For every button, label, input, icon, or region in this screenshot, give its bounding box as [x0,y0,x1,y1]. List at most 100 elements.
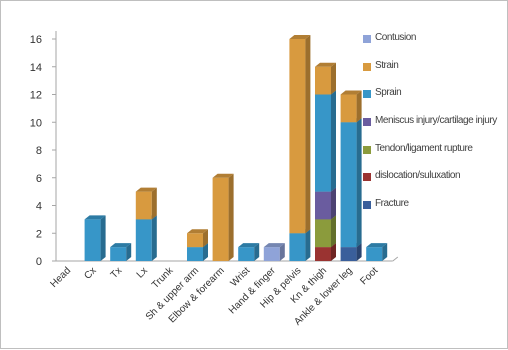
legend-swatch [363,62,371,71]
bar-segment-front [315,247,331,261]
y-tick-label: 4 [36,201,42,213]
bar-segment-side [331,90,336,192]
bar-segment-top [187,229,208,234]
legend-label: dislocation/suluxation [375,170,461,182]
bar-segment-side [126,243,132,261]
legend-swatch [363,35,371,43]
legend-item: dislocation/suluxation [363,169,508,197]
y-tick-label: 12 [30,90,42,102]
bar-segment [315,187,336,220]
bar-segment [289,35,311,234]
bar-segment [110,243,132,261]
bar-segment-front [315,191,331,220]
x-tick-label: Tx [109,265,125,281]
x-axis-depth-line [392,256,399,262]
bar-segment-top [238,243,260,248]
bar-segment-front [340,94,357,123]
y-tick-label: 0 [36,256,42,268]
y-tick-label: 16 [30,34,42,46]
legend-swatch [363,173,371,182]
bar-segment-front [187,233,203,248]
legend-item: Strain [363,59,508,87]
bar-segment-top [263,243,285,248]
bar-segment-side [356,90,362,123]
bar-segment-front [289,39,306,234]
bar-segment-side [305,229,311,261]
legend-swatch [363,118,371,127]
bar-segment-front [212,177,229,261]
bar-segment-side [100,215,106,261]
bar-segment-side [356,243,362,261]
bar-segment [366,243,388,261]
bar-segment-side [254,243,260,261]
y-tick-label: 10 [30,117,42,129]
bar-segment-side [279,243,285,261]
legend-label: Fracture [375,198,409,210]
legend-swatch [363,145,371,154]
bar-segment-side [203,229,208,248]
bar-segment [315,62,336,95]
bar-segment [340,118,362,248]
bar-segment-front [110,247,127,261]
legend-item: Fracture [363,197,508,225]
x-tick-label: Cx [82,265,98,281]
legend-swatch [363,201,371,210]
legend-label: Tendon/ligament rupture [375,142,473,154]
legend-swatch [363,90,371,99]
bar-segment-side [331,215,336,248]
bar-segment-front [187,247,203,261]
bar-segment [289,229,311,261]
bar-segment-front [315,66,331,95]
bar-segment-side [151,187,157,220]
bar-segment [135,187,157,220]
y-tick-label: 14 [30,62,42,74]
bar-segment-front [315,94,331,192]
legend-item: Tendon/ligament rupture [363,142,508,170]
bar-segment-top [110,243,132,248]
bar-segment [340,90,362,123]
bar-segment [212,173,234,261]
x-tick-label: Head [48,265,73,290]
bar-segment-top [289,35,311,39]
legend-item: Meniscus injury/cartilage injury [363,114,508,142]
bar-segment-side [228,173,234,261]
bar-segment-front [315,219,331,248]
bar-segment-side [305,35,311,234]
bar-segment-front [135,219,152,261]
y-tick-label: 6 [36,173,42,185]
legend-label: Sprain [375,87,402,99]
bar-segment-front [366,247,383,261]
bar-segment [187,229,208,248]
legend-item: Sprain [363,86,508,114]
x-tick-label: Foot [358,265,380,287]
bar-segment-top [315,62,336,67]
bar-segment-side [151,215,157,261]
y-tick-label: 2 [36,228,42,240]
bar-segment-side [331,62,336,95]
bar-segment-top [84,215,106,220]
bar-segment [238,243,260,261]
bar-segment-side [331,243,336,261]
legend-item: Contusion [363,31,508,59]
bar-segment-front [238,247,255,261]
chart-legend: Contusion Strain Sprain Meniscus injury/car… [363,31,508,225]
x-tick-label: Lx [135,265,150,280]
bar-segment-top [135,187,157,192]
bar-segment-front [289,233,306,261]
legend-label: Contusion [375,32,416,43]
y-tick-label: 8 [36,145,42,157]
bar-segment [84,215,106,261]
bar-segment-front [84,219,101,261]
bar-segment-side [356,118,362,248]
bar-segment-top [212,173,234,178]
legend-label: Strain [375,59,399,71]
bar-segment-top [366,243,388,248]
bar-segment-front [263,247,280,261]
bar-segment-top [340,90,362,95]
bar-segment-side [382,243,388,261]
bar-segment [135,215,157,261]
bar-segment-front [340,247,357,261]
bar-segment [315,215,336,248]
